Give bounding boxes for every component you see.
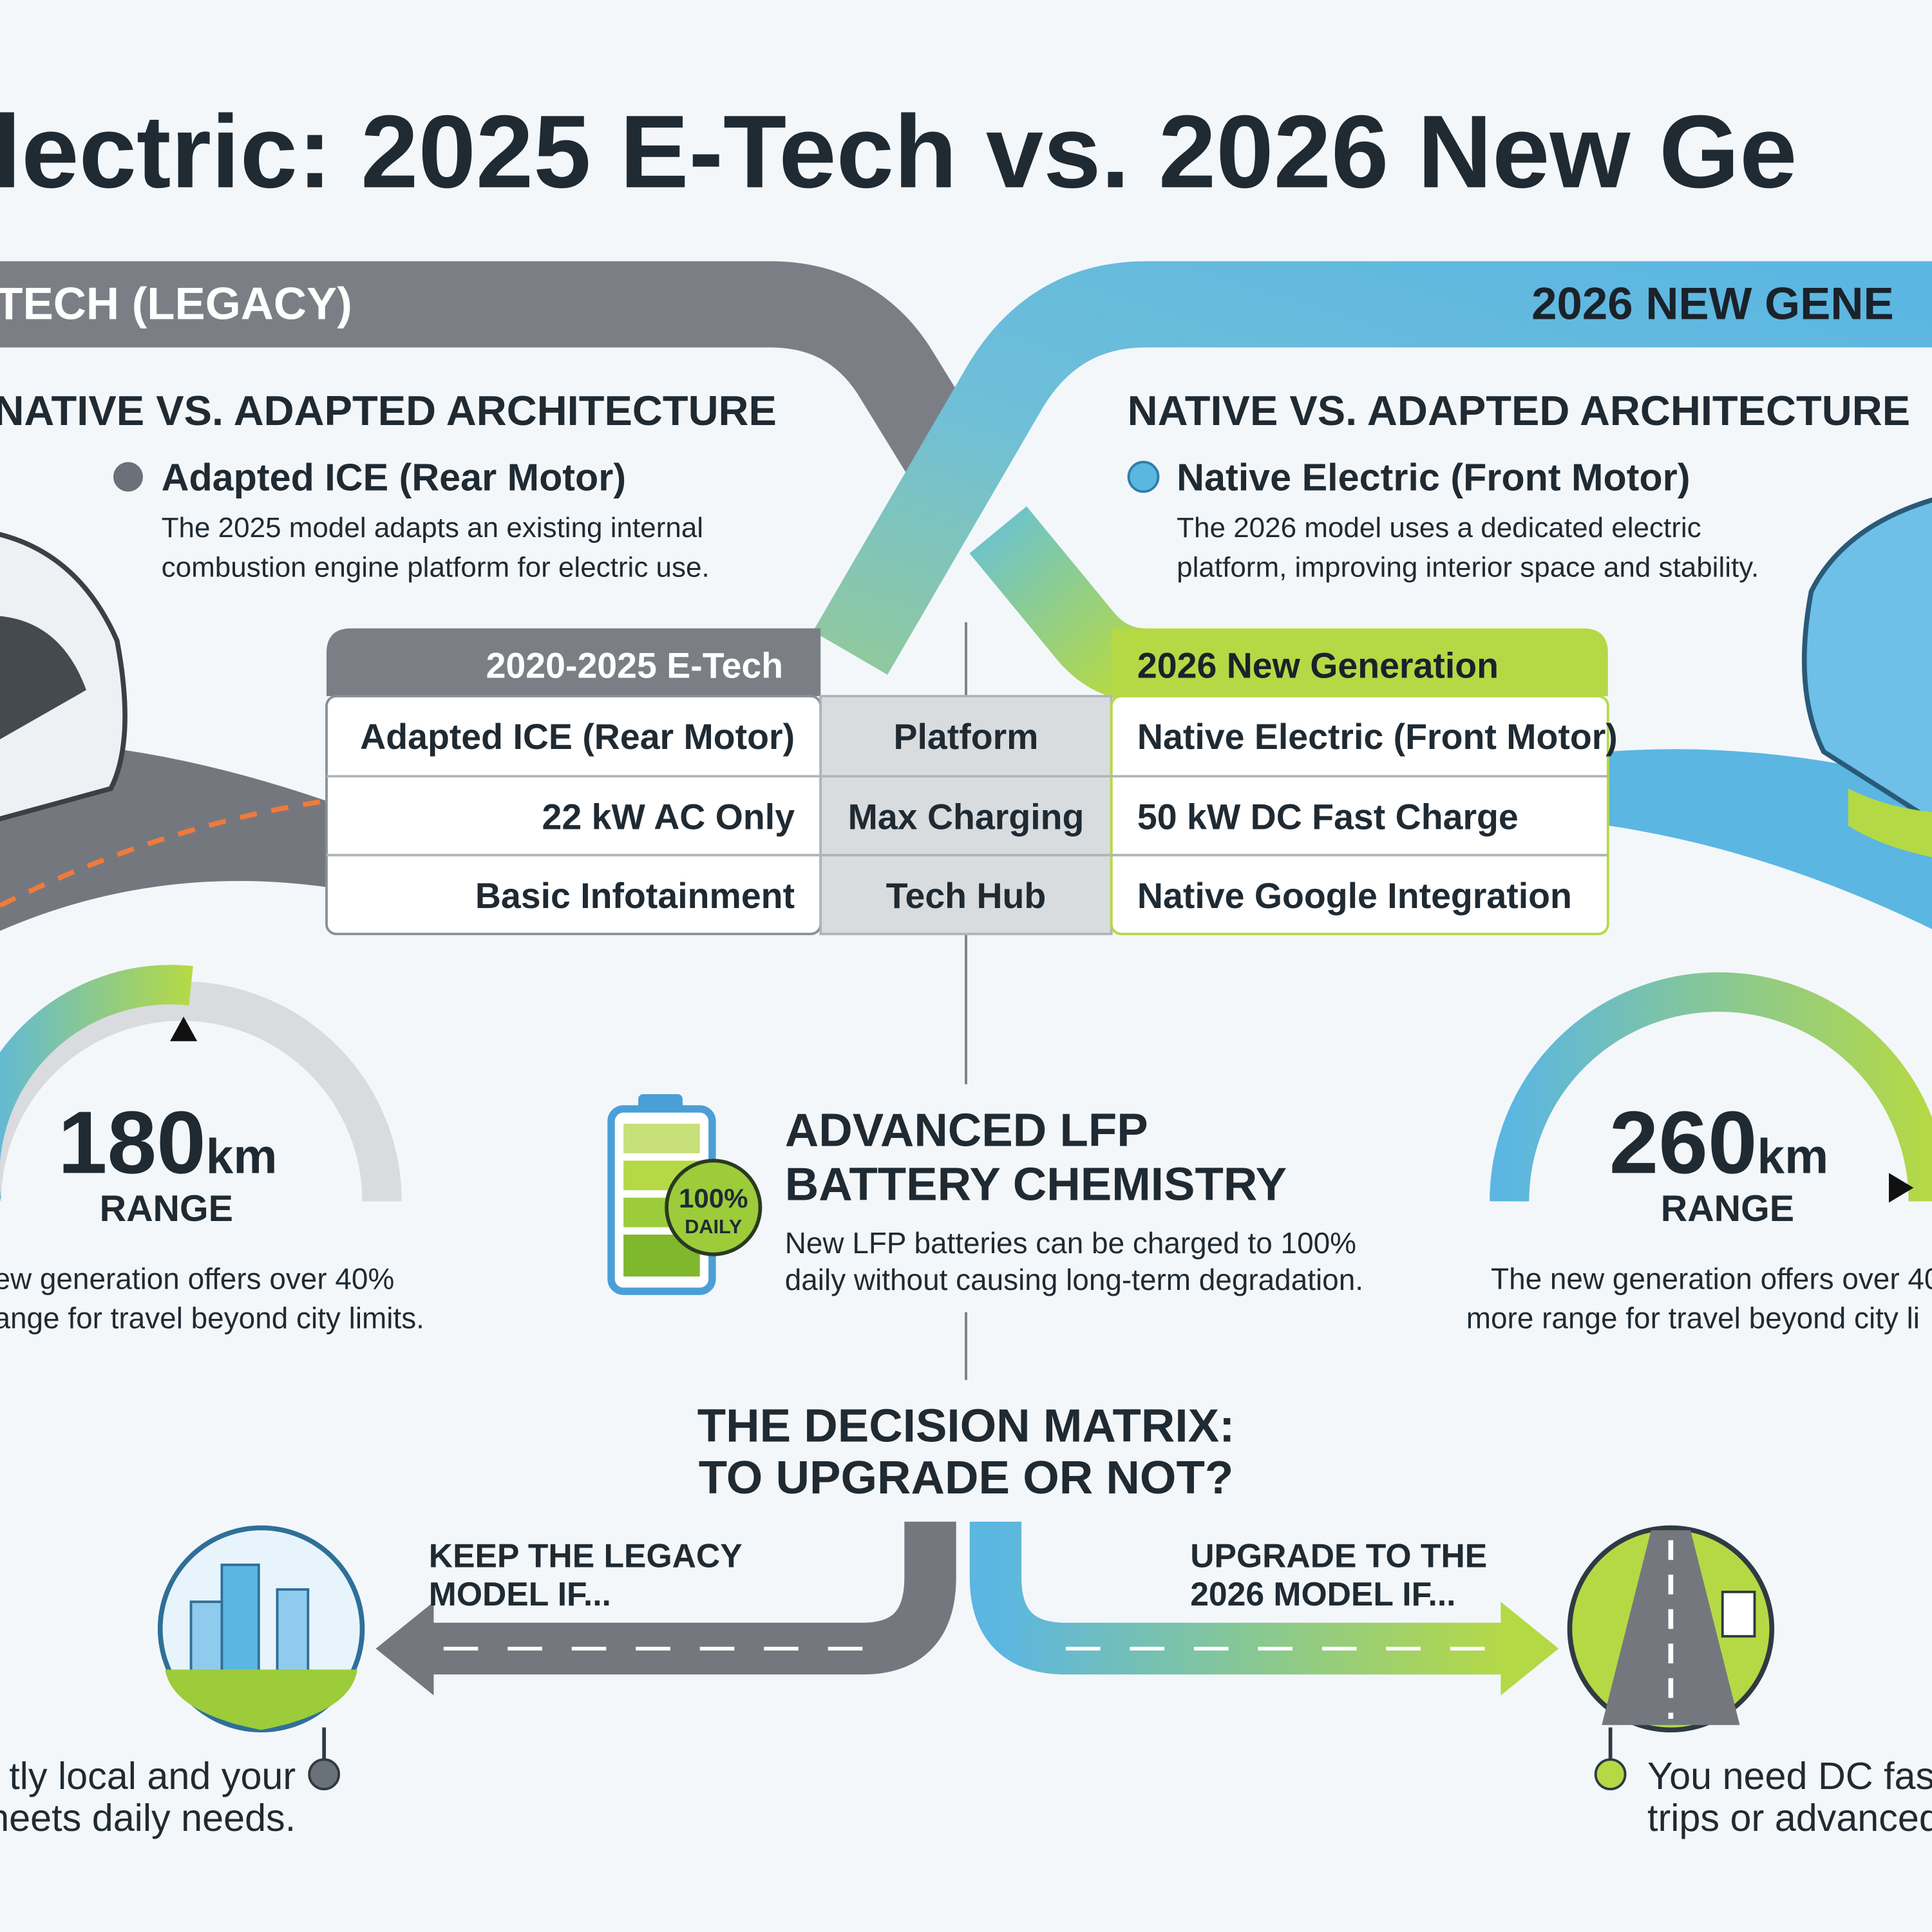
table-rows: Adapted ICE (Rear Motor) Platform Native… — [360, 717, 1618, 916]
cell: 50 kW DC Fast Charge — [1137, 797, 1519, 837]
keep-note: neets daily needs. — [0, 1796, 296, 1839]
left-heading: NATIVE VS. ADAPTED ARCHITECTURE — [0, 387, 777, 434]
keep-label: KEEP THE LEGACY — [429, 1537, 743, 1575]
cell: Native Electric (Front Motor) — [1137, 717, 1618, 757]
legacy-banner: TECH (LEGACY) — [0, 279, 352, 330]
table-header-text: 2026 New Generation — [1137, 645, 1499, 685]
gauge-fill — [0, 965, 193, 1199]
range-label: RANGE — [100, 1188, 233, 1229]
keep-label: MODEL IF... — [429, 1575, 611, 1613]
right-heading: NATIVE VS. ADAPTED ARCHITECTURE — [1128, 387, 1910, 434]
range-note: more range for travel beyond city li — [1466, 1302, 1920, 1335]
badge — [665, 1159, 762, 1256]
cell: Adapted ICE (Rear Motor) — [360, 717, 795, 757]
right-bullet: Native Electric (Front Motor) — [1177, 455, 1690, 498]
text-part: 180 — [58, 1093, 206, 1192]
battery-desc: daily without causing long-term degradat… — [785, 1263, 1363, 1296]
badge-text: DAILY — [685, 1216, 742, 1238]
table-header — [327, 628, 821, 696]
gauge-pointer — [170, 1016, 198, 1041]
left-desc: The 2025 model adapts an existing intern… — [162, 512, 703, 544]
new-band — [813, 261, 1932, 675]
range-number: 180km — [58, 1093, 277, 1192]
upgrade-label: UPGRADE TO THE — [1190, 1537, 1487, 1575]
text-part: 260 — [1609, 1093, 1757, 1192]
upgrade-note: You need DC fast — [1647, 1754, 1932, 1797]
decision-title: TO UPGRADE OR NOT? — [699, 1452, 1234, 1504]
note-dot — [308, 1758, 341, 1790]
decision-title: THE DECISION MATRIX: — [697, 1400, 1235, 1452]
table-col — [1110, 695, 1609, 936]
charger-icon — [1721, 1591, 1756, 1638]
battery-title: BATTERY CHEMISTRY — [785, 1159, 1287, 1211]
table-header — [1111, 628, 1608, 696]
gauge-pointer — [1889, 1173, 1914, 1203]
battery-cell — [623, 1123, 700, 1153]
right-desc: platform, improving interior space and s… — [1177, 551, 1759, 583]
battery-desc: New LFP batteries can be charged to 100% — [785, 1226, 1356, 1260]
city-building — [276, 1588, 310, 1677]
badge-text: 100% — [679, 1183, 748, 1213]
table-header-text: 2020-2025 E-Tech — [486, 645, 783, 685]
gauge-fill — [1490, 972, 1932, 1202]
legacy-band — [0, 261, 983, 478]
battery-title: ADVANCED LFP — [785, 1104, 1148, 1156]
car-battery — [1848, 788, 1932, 858]
text-part: km — [1757, 1129, 1829, 1184]
new-car — [1801, 497, 1932, 824]
table-col — [819, 695, 1113, 936]
upgrade-label: 2026 MODEL IF... — [1190, 1575, 1455, 1613]
left-desc: combustion engine platform for electric … — [162, 551, 710, 583]
bullet-dot — [113, 462, 143, 492]
range-label: RANGE — [1661, 1188, 1794, 1229]
cell: Basic Infotainment — [475, 876, 795, 916]
city-building — [220, 1563, 260, 1677]
right-desc: The 2026 model uses a dedicated electric — [1177, 512, 1701, 544]
city-building — [189, 1600, 223, 1677]
new-banner: 2026 NEW GENE — [1531, 279, 1894, 330]
keep-arrow — [375, 1602, 434, 1696]
range-note: The new generation offers over 40 — [1491, 1262, 1932, 1295]
note-dot — [1594, 1758, 1627, 1790]
range-note: ew generation offers over 40% — [0, 1262, 394, 1295]
road-line — [0, 798, 327, 908]
left-bullet: Adapted ICE (Rear Motor) — [162, 455, 626, 498]
keep-note: tly local and your — [9, 1754, 296, 1797]
upgrade-road — [969, 1521, 1510, 1675]
text-part: km — [206, 1129, 278, 1184]
cell: Max Charging — [848, 797, 1084, 837]
cell: 22 kW AC Only — [542, 797, 795, 837]
range-number: 260km — [1609, 1093, 1828, 1192]
cell: Platform — [893, 717, 1038, 757]
title: lectric: 2025 E-Tech vs. 2026 New Ge — [0, 95, 1797, 210]
car-detail — [0, 616, 86, 739]
bullet-dot — [1127, 460, 1160, 493]
cell: Tech Hub — [886, 876, 1046, 916]
city-ground — [165, 1669, 357, 1730]
range-note: ange for travel beyond city limits. — [0, 1302, 424, 1335]
cell: Native Google Integration — [1137, 876, 1572, 916]
keep-road — [419, 1521, 956, 1675]
upgrade-arrow — [1501, 1602, 1559, 1696]
upgrade-note: trips or advanced — [1647, 1796, 1932, 1839]
